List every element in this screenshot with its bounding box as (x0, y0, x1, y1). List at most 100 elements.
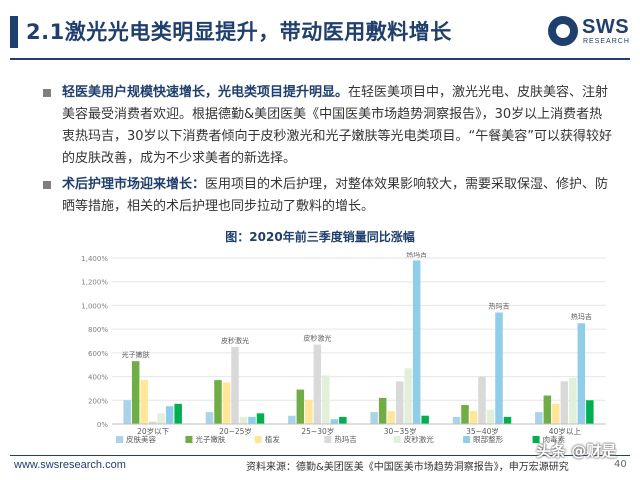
bar (239, 416, 248, 424)
bar (461, 405, 469, 424)
sales-growth-chart: 0% 200% 400% 600% 800% 1,000% 1,200% 1,400% 20岁以… (81, 252, 606, 444)
y-tick-label: 200% (88, 397, 108, 405)
bar (577, 323, 586, 424)
data-annotation: 皮秒激光 (221, 336, 249, 345)
y-tick-label: 600% (88, 350, 108, 358)
bar (231, 346, 239, 424)
legend-swatch (116, 436, 123, 443)
bar (140, 380, 148, 424)
bullet-2-text: 医用项目的术后护理，对整体效果影响较大，需要采取保湿、修护、防晒等措施，相关的术… (62, 177, 609, 214)
bar (214, 380, 222, 424)
legend-label: 皮秒激光 (404, 434, 434, 444)
bar (165, 406, 174, 424)
bullet-paragraph-2: 术后护理市场迎来增长：医用项目的术后护理，对整体效果影响较大，需要采取保湿、修护… (43, 174, 614, 218)
data-annotation: 热玛吉 (489, 302, 510, 311)
logo-subtext: RESEARCH (583, 38, 630, 45)
bullet-square-icon (43, 89, 51, 97)
x-tick-label: 25~30岁 (301, 426, 334, 436)
page-number: 40 (614, 459, 627, 470)
bar (378, 397, 387, 424)
bar (469, 410, 478, 424)
legend-label: 皮肤美容 (126, 434, 156, 444)
bar (586, 400, 594, 424)
legend-label: 光子嫩肤 (195, 434, 225, 444)
chart-title: 图：2020年前三季度销量同比涨幅 (225, 230, 415, 244)
data-annotation: 皮秒激光 (303, 334, 331, 343)
bar (560, 381, 569, 424)
y-tick-label: 1,400% (81, 255, 108, 263)
bar (543, 395, 552, 424)
bullet-1-text: 在轻医美项目中，激光光电、皮肤美容、注射美容最受消费者欢迎。根据德勤&美团医美《… (62, 85, 613, 166)
bar (222, 382, 231, 424)
y-tick-label: 800% (88, 326, 108, 334)
legend-swatch (254, 436, 262, 443)
bar (503, 416, 512, 424)
legend-swatch (532, 436, 540, 443)
bar (205, 412, 214, 424)
bar (421, 415, 429, 424)
bar (339, 416, 347, 424)
bar (395, 381, 404, 424)
bullet-2-heading: 术后护理市场迎来增长： (62, 177, 206, 192)
footer-source: 资料来源：德勤&美团医美《中国医美市场趋势洞察报告》，申万宏源研究 (246, 462, 569, 473)
x-tick-label: 30~35岁 (384, 426, 417, 436)
x-tick-label: 20~25岁 (219, 426, 252, 436)
bar (330, 419, 339, 424)
footer-divider (10, 455, 630, 456)
bar (552, 403, 560, 424)
bullet-square-icon (43, 181, 51, 189)
bar (157, 413, 165, 424)
bar (305, 400, 313, 424)
bar (248, 416, 256, 424)
bar (296, 389, 305, 424)
legend-label: 热玛吉 (334, 434, 357, 444)
bullet-paragraph-1: 轻医美用户规模快速增长，光电类项目提升明显。在轻医美项目中，激光光电、皮肤美容、… (43, 82, 614, 170)
bar (131, 361, 140, 424)
y-tick-label: 1,200% (81, 279, 108, 287)
legend-swatch (393, 436, 401, 443)
bar (148, 421, 157, 424)
y-tick-label: 0% (97, 421, 108, 429)
y-tick-label: 400% (88, 374, 108, 382)
x-tick-label: 40岁以上 (549, 426, 582, 436)
title-bar: 2.1激光光电类明显提升，带动医用敷料增长 SWS RESEARCH (0, 0, 640, 62)
x-tick-label: 20岁以下 (137, 426, 170, 436)
x-tick-label: 35~40岁 (466, 426, 499, 436)
data-annotation: 光子嫩肤 (122, 350, 150, 359)
title-accent-bar (10, 16, 18, 48)
bar (404, 368, 412, 424)
y-tick-label: 1,000% (81, 302, 108, 310)
sws-logo: SWS RESEARCH (548, 14, 632, 50)
bar (174, 403, 182, 424)
bar (313, 344, 322, 424)
legend-label: 植发 (265, 434, 280, 444)
legend-swatch (324, 436, 332, 443)
bar (569, 377, 577, 424)
slide-title: 2.1激光光电类明显提升，带动医用敷料增长 (26, 20, 452, 44)
legend-label: 肉毒素 (543, 434, 566, 444)
watermark: 头条 @财是 (536, 442, 617, 460)
legend-label: 眼部整形 (473, 434, 503, 444)
title-divider (10, 58, 630, 60)
logo-text: SWS (582, 16, 630, 38)
bar (495, 312, 503, 424)
bar (535, 412, 543, 424)
bar (123, 400, 131, 424)
bar (256, 413, 265, 424)
data-annotation: 热玛吉 (406, 252, 427, 258)
bar (452, 416, 461, 424)
bar (288, 415, 296, 424)
data-annotation: 热玛吉 (571, 312, 592, 321)
bullet-1-heading: 轻医美用户规模快速增长，光电类项目提升明显。 (62, 85, 349, 100)
footer-url: www.swsresearch.com (14, 459, 126, 471)
bar (486, 409, 495, 424)
legend-swatch (185, 436, 193, 443)
bar (387, 410, 395, 424)
bar (370, 412, 378, 424)
bar (478, 376, 486, 424)
bar (412, 260, 421, 424)
logo-emblem-icon (548, 16, 578, 46)
bar (322, 375, 330, 424)
legend-swatch (463, 436, 471, 443)
